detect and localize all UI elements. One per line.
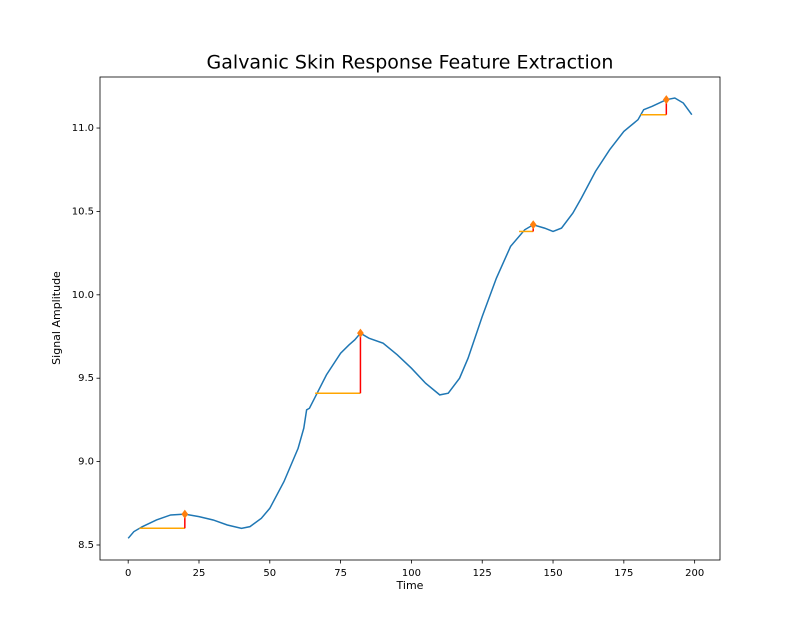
y-axis-label: Signal Amplitude <box>50 271 63 365</box>
x-tick-label: 75 <box>334 568 347 579</box>
y-tick-label: 11.0 <box>72 123 94 134</box>
x-tick-label: 150 <box>543 568 562 579</box>
x-tick-label: 175 <box>614 568 633 579</box>
x-tick-label: 100 <box>402 568 421 579</box>
x-tick-label: 25 <box>193 568 206 579</box>
x-axis-label: Time <box>396 579 424 592</box>
x-tick-label: 0 <box>125 568 131 579</box>
y-tick-label: 9.5 <box>78 373 94 384</box>
chart-title: Galvanic Skin Response Feature Extractio… <box>207 52 614 74</box>
y-tick-label: 10.0 <box>72 290 94 301</box>
y-tick-label: 8.5 <box>78 540 94 551</box>
x-tick-label: 200 <box>685 568 704 579</box>
y-tick-label: 10.5 <box>72 206 94 217</box>
signal-line <box>127 97 693 539</box>
x-tick-label: 50 <box>263 568 276 579</box>
peak-marker <box>662 95 670 105</box>
peak-marker <box>357 328 364 338</box>
y-tick-label: 9.0 <box>78 457 94 468</box>
peak-marker <box>529 220 537 230</box>
plot-frame <box>99 76 721 561</box>
x-tick-label: 125 <box>473 568 492 579</box>
peak-marker <box>181 509 189 519</box>
